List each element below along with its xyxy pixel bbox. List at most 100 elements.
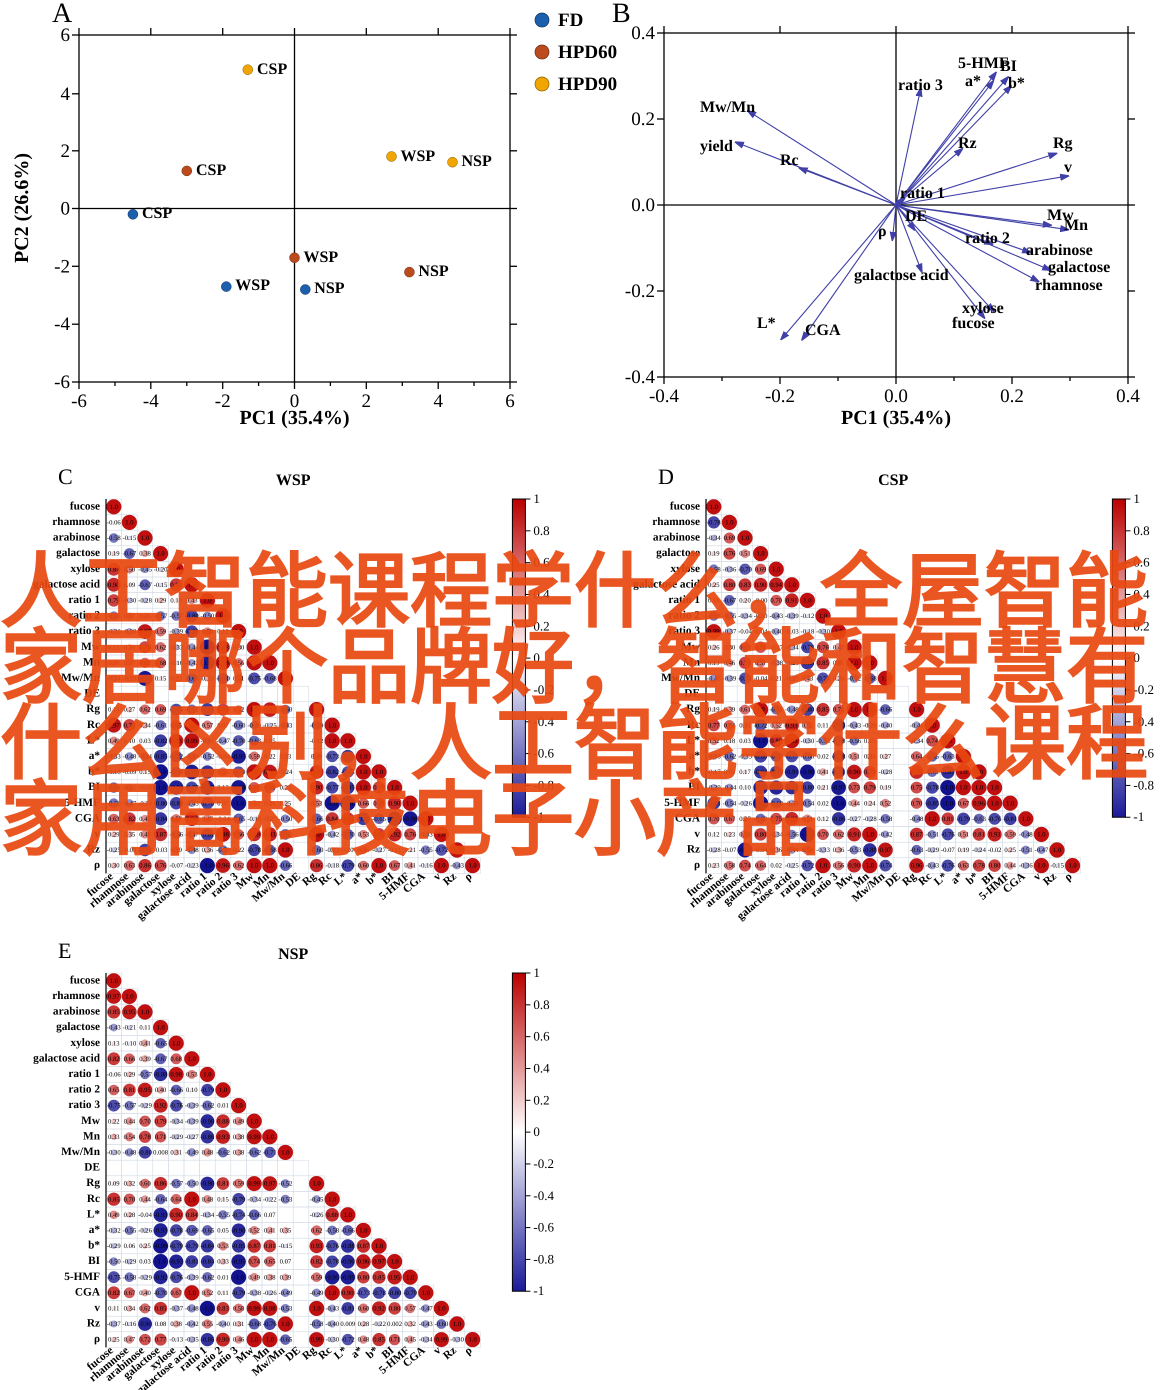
svg-text:a*: a* <box>349 870 366 887</box>
svg-text:0.05: 0.05 <box>264 738 276 745</box>
svg-text:1.0: 1.0 <box>328 722 337 729</box>
svg-text:Mw/Mn: Mw/Mn <box>61 672 101 684</box>
svg-text:1.0: 1.0 <box>975 785 984 792</box>
svg-text:0.52: 0.52 <box>880 800 892 807</box>
svg-text:-0.95: -0.95 <box>232 754 246 761</box>
svg-text:-0.82: -0.82 <box>325 769 339 776</box>
svg-text:0.62: 0.62 <box>139 1306 151 1313</box>
svg-text:0.009: 0.009 <box>340 1321 356 1328</box>
svg-text:-0.4: -0.4 <box>649 386 680 407</box>
svg-text:-0.80: -0.80 <box>138 1150 152 1157</box>
svg-text:0.86: 0.86 <box>155 1181 167 1188</box>
svg-text:-0.84: -0.84 <box>754 769 768 776</box>
svg-text:0.78: 0.78 <box>139 1134 151 1141</box>
svg-text:-0.24: -0.24 <box>972 847 986 854</box>
svg-text:1.0: 1.0 <box>453 1321 462 1328</box>
svg-text:-0.27: -0.27 <box>372 847 386 854</box>
svg-text:Rc: Rc <box>87 1193 100 1205</box>
svg-text:-0.38: -0.38 <box>247 1290 261 1297</box>
svg-text:-0.66: -0.66 <box>279 832 293 839</box>
svg-text:-1: -1 <box>1133 809 1144 824</box>
svg-text:0.01: 0.01 <box>217 1274 229 1281</box>
svg-text:CGA: CGA <box>675 812 701 824</box>
svg-text:0.96: 0.96 <box>911 863 923 870</box>
svg-text:L*: L* <box>757 315 776 332</box>
svg-text:1.0: 1.0 <box>710 504 719 511</box>
svg-text:0.85: 0.85 <box>817 660 829 667</box>
svg-text:-0.34: -0.34 <box>910 738 924 745</box>
svg-text:1.0: 1.0 <box>250 1118 259 1125</box>
svg-text:galactose: galactose <box>1048 259 1110 276</box>
svg-text:1.0: 1.0 <box>219 613 228 620</box>
svg-text:-0.70: -0.70 <box>154 1290 168 1297</box>
svg-text:v: v <box>694 828 700 840</box>
svg-text:-0.6: -0.6 <box>533 1220 554 1235</box>
svg-text:-0.65: -0.65 <box>279 1337 293 1344</box>
svg-text:-0.73: -0.73 <box>325 754 339 761</box>
svg-text:-0.33: -0.33 <box>419 832 433 839</box>
svg-text:0.40: 0.40 <box>155 1087 167 1094</box>
svg-text:0.25: 0.25 <box>280 785 292 792</box>
svg-text:0.90: 0.90 <box>311 785 323 792</box>
svg-text:0.11: 0.11 <box>817 722 828 729</box>
svg-text:1.0: 1.0 <box>375 863 384 870</box>
svg-text:-0.04: -0.04 <box>754 629 768 636</box>
svg-text:-0.78: -0.78 <box>169 1228 183 1235</box>
svg-text:0.53: 0.53 <box>311 800 323 807</box>
svg-text:galactose acid: galactose acid <box>633 578 701 590</box>
svg-text:-2: -2 <box>54 256 70 277</box>
svg-text:BI: BI <box>88 1255 101 1267</box>
svg-text:-1.0: -1.0 <box>155 769 166 776</box>
svg-text:0.27: 0.27 <box>739 816 751 823</box>
svg-text:0.68: 0.68 <box>155 660 167 667</box>
svg-text:0.85: 0.85 <box>373 1274 385 1281</box>
svg-text:0.25: 0.25 <box>108 1337 120 1344</box>
svg-text:-0.27: -0.27 <box>769 644 783 651</box>
svg-text:0.94: 0.94 <box>770 582 782 589</box>
svg-text:1.0: 1.0 <box>1037 863 1046 870</box>
svg-text:-0.83: -0.83 <box>832 722 846 729</box>
svg-text:0.41: 0.41 <box>833 660 845 667</box>
svg-text:-0.43: -0.43 <box>185 800 199 807</box>
svg-text:ratio 3: ratio 3 <box>898 77 943 94</box>
svg-text:0.26: 0.26 <box>264 800 276 807</box>
svg-text:1.0: 1.0 <box>266 660 275 667</box>
svg-text:-0.70: -0.70 <box>232 738 246 745</box>
svg-text:0.70: 0.70 <box>708 816 720 823</box>
svg-text:-0.86: -0.86 <box>201 1134 215 1141</box>
svg-text:-0.4: -0.4 <box>533 1188 554 1203</box>
svg-text:0.11: 0.11 <box>139 1025 150 1032</box>
svg-text:0.60: 0.60 <box>139 1181 151 1188</box>
svg-text:Mw: Mw <box>81 1115 101 1127</box>
svg-text:0.4: 0.4 <box>533 586 550 601</box>
svg-text:0.23: 0.23 <box>708 863 720 870</box>
svg-text:-0.23: -0.23 <box>185 863 199 870</box>
svg-text:1.0: 1.0 <box>928 722 937 729</box>
svg-text:-0.61: -0.61 <box>154 722 168 729</box>
svg-text:0.93: 0.93 <box>264 832 276 839</box>
svg-text:0.75: 0.75 <box>911 785 923 792</box>
svg-text:-0.78: -0.78 <box>925 785 939 792</box>
svg-text:0.21: 0.21 <box>404 847 416 854</box>
svg-text:0.81: 0.81 <box>124 1087 136 1094</box>
svg-text:-0.35: -0.35 <box>185 1337 199 1344</box>
svg-text:0.57: 0.57 <box>755 660 767 667</box>
svg-text:-0.24: -0.24 <box>279 769 293 776</box>
svg-text:b*: b* <box>88 1240 100 1252</box>
svg-text:0.97: 0.97 <box>108 994 120 1001</box>
svg-text:-0.48: -0.48 <box>123 1150 137 1157</box>
svg-text:1.0: 1.0 <box>328 738 337 745</box>
svg-text:B: B <box>612 0 631 29</box>
svg-text:0.90: 0.90 <box>217 1337 229 1344</box>
svg-text:-0.70: -0.70 <box>738 566 752 573</box>
svg-text:-0.86: -0.86 <box>201 1337 215 1344</box>
svg-text:0.69: 0.69 <box>155 707 167 714</box>
svg-text:0.84: 0.84 <box>342 816 354 823</box>
svg-text:0.01: 0.01 <box>217 1103 229 1110</box>
svg-text:0.21: 0.21 <box>817 785 829 792</box>
svg-text:0.80: 0.80 <box>755 832 767 839</box>
svg-text:0.47: 0.47 <box>202 816 214 823</box>
svg-text:1.0: 1.0 <box>725 520 734 527</box>
svg-text:-0.52: -0.52 <box>847 676 861 683</box>
svg-text:-0.35: -0.35 <box>785 676 799 683</box>
